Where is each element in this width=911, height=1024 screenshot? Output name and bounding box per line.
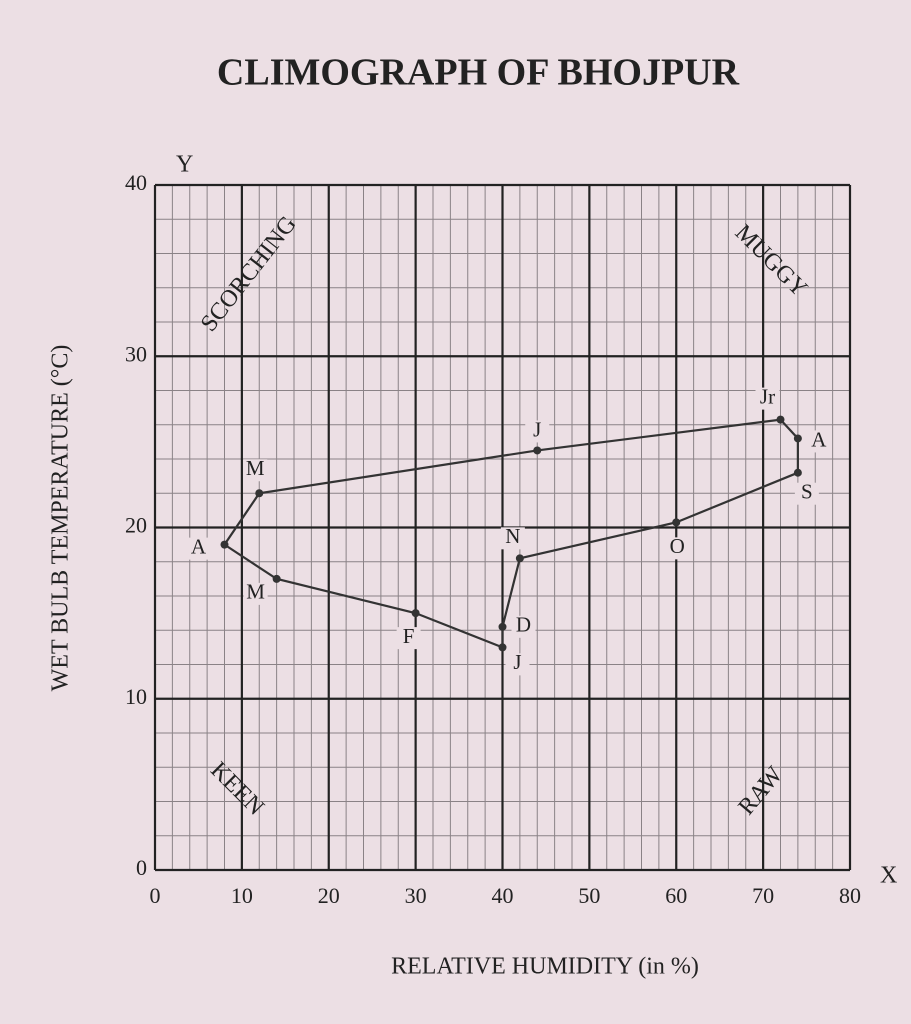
point-label: O: [670, 534, 685, 558]
point-label-bg: [396, 627, 421, 650]
y-tick-label: 30: [125, 341, 147, 366]
x-tick-label: 50: [578, 883, 600, 908]
zone-label: SCORCHING: [196, 211, 302, 336]
point-label: A: [191, 534, 207, 558]
point-label-bg: [243, 582, 268, 605]
chart-title: CLIMOGRAPH OF BHOJPUR: [217, 52, 740, 94]
point: [498, 643, 507, 652]
point-label-bg: [755, 387, 780, 410]
y-tick-label: 20: [125, 513, 147, 538]
point: [515, 554, 524, 563]
point-label: D: [516, 613, 531, 637]
point-label-bg: [511, 615, 536, 638]
x-tick-label: 0: [150, 883, 161, 908]
point-label: A: [811, 427, 827, 451]
point-label: M: [246, 456, 265, 480]
x-tick-label: 40: [492, 883, 514, 908]
point: [672, 518, 681, 527]
point-label-bg: [186, 537, 211, 560]
y-axis-letter: Y: [176, 152, 193, 178]
point-label: S: [801, 480, 813, 504]
x-tick-label: 80: [839, 883, 861, 908]
x-axis-letter: X: [880, 863, 897, 889]
y-tick-label: 10: [125, 684, 147, 709]
point-label-bg: [505, 653, 530, 676]
x-tick-label: 70: [752, 883, 774, 908]
point: [793, 468, 802, 477]
point-label-bg: [794, 482, 819, 505]
x-tick-label: 30: [405, 883, 427, 908]
x-tick-label: 10: [231, 883, 253, 908]
point-label-bg: [665, 537, 690, 560]
point: [411, 609, 420, 618]
point: [533, 446, 542, 455]
point-label-bg: [806, 430, 831, 453]
point-label: M: [246, 580, 265, 604]
y-tick-label: 40: [125, 170, 147, 195]
point: [498, 622, 507, 631]
point: [220, 540, 229, 549]
y-tick-label: 0: [136, 855, 147, 880]
point-label: J: [533, 417, 541, 441]
point-label-bg: [500, 527, 525, 550]
point: [793, 434, 802, 443]
zone-label: MUGGY: [730, 220, 813, 303]
point-label-bg: [243, 459, 268, 482]
point: [776, 415, 785, 424]
x-axis-label: RELATIVE HUMIDITY (in %): [391, 954, 699, 980]
point-label: F: [403, 624, 415, 648]
point-label: Jr: [760, 384, 775, 408]
point: [255, 489, 264, 498]
point-label: J: [513, 650, 521, 674]
point-label-bg: [525, 420, 550, 443]
y-axis-label: WET BULB TEMPERATURE (°C): [48, 345, 74, 692]
point-label: N: [505, 524, 520, 548]
point: [272, 574, 281, 583]
x-tick-label: 60: [665, 883, 687, 908]
x-tick-label: 20: [318, 883, 340, 908]
